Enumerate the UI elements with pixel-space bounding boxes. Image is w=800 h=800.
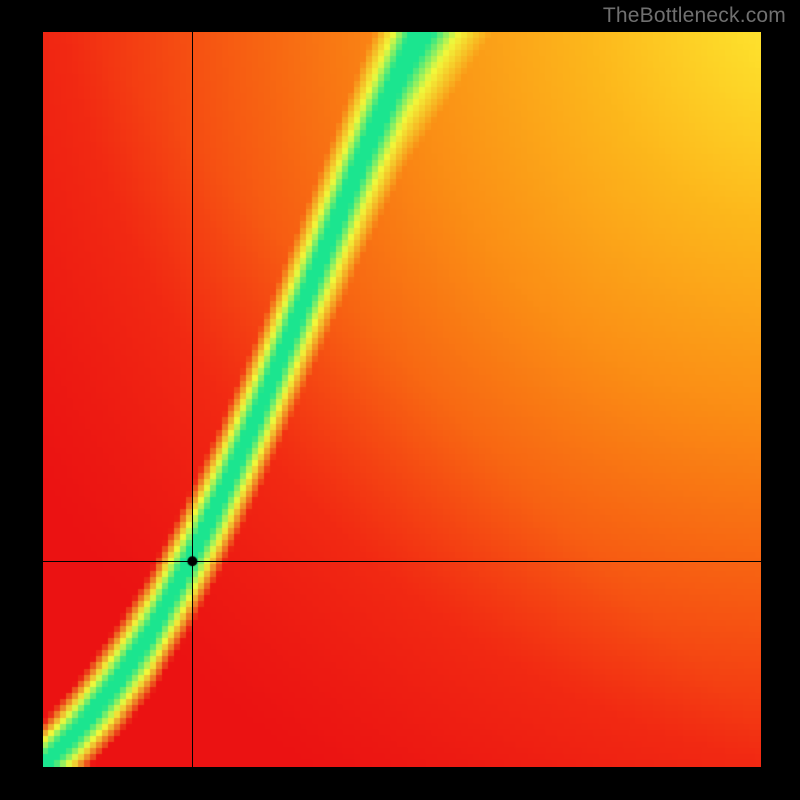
figure-container: TheBottleneck.com bbox=[0, 0, 800, 800]
watermark-text: TheBottleneck.com bbox=[603, 4, 786, 28]
marker-canvas bbox=[43, 32, 761, 767]
